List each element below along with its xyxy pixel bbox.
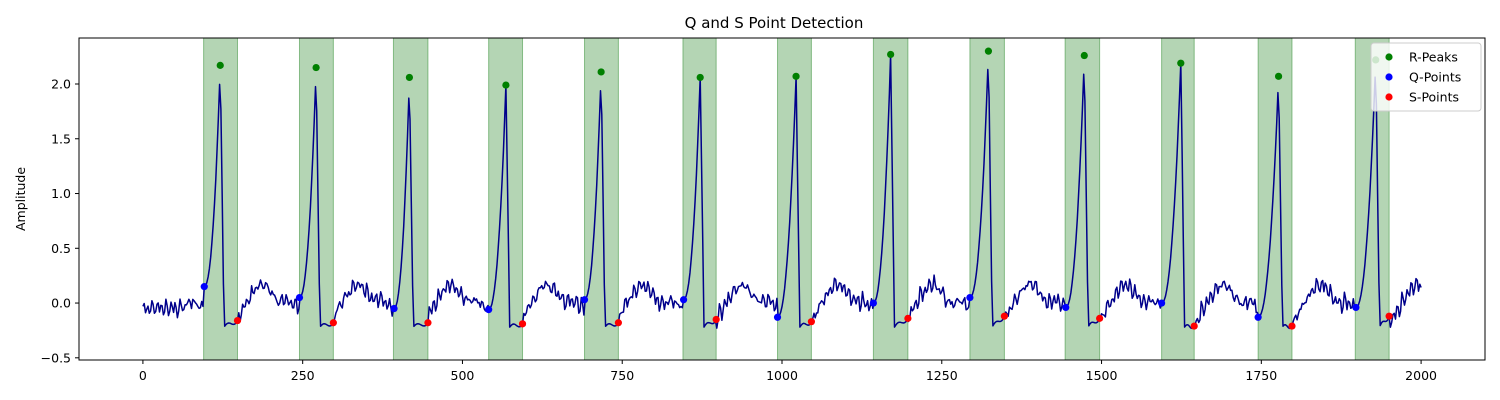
y-tick-label: 2.0	[51, 77, 71, 92]
s-point-6	[712, 315, 720, 324]
y-tick-label: 1.0	[51, 186, 71, 201]
legend-label-q-point: Q-Points	[1409, 70, 1461, 85]
y-axis-ticks: −0.5 0.0 0.5 1.0 1.5 2.0	[41, 77, 79, 365]
r-peak-point-2	[312, 63, 320, 72]
s-point-9	[1000, 312, 1009, 320]
x-tick-label: 1000	[766, 368, 798, 383]
s-point-4	[518, 320, 527, 328]
legend-box	[1370, 42, 1482, 112]
s-point-3	[424, 319, 432, 327]
s-point-13	[1385, 312, 1393, 320]
qrs-region-5	[584, 37, 619, 361]
r-peak-point-11	[1177, 59, 1185, 67]
q-point-11	[1158, 299, 1166, 307]
qrs-region-11	[1161, 37, 1195, 361]
q-point-5	[580, 296, 589, 304]
q-point-9	[966, 293, 974, 302]
s-point-12	[1288, 322, 1296, 330]
s-point-7	[807, 318, 815, 326]
y-tick-label: 0.0	[51, 296, 71, 311]
qrs-region-12	[1257, 37, 1293, 361]
y-axis-label: Amplitude	[13, 167, 28, 231]
ecg-signal-line	[142, 53, 1422, 330]
q-point-10	[1062, 303, 1070, 312]
y-tick-label: −0.5	[41, 350, 71, 365]
q-point-6	[679, 296, 688, 304]
r-peak-point-12	[1274, 72, 1283, 80]
x-tick-label: 1250	[926, 368, 958, 383]
r-peak-point-4	[502, 81, 510, 89]
q-point-4	[485, 306, 493, 314]
legend-marker-r-peak-point	[1385, 53, 1393, 61]
q-point-3	[390, 304, 398, 313]
x-tick-label: 750	[610, 368, 634, 383]
x-tick-label: 500	[451, 368, 475, 383]
r-peak-point-5	[597, 68, 605, 76]
q-point-7	[773, 313, 782, 321]
chart-title: Q and S Point Detection	[685, 14, 864, 32]
r-peak-point-8	[887, 50, 895, 59]
legend-label-s-point: S-Points	[1409, 90, 1459, 105]
s-point-1	[233, 316, 242, 325]
r-peak-point-10	[1080, 51, 1088, 60]
chart-legend: R-Peaks Q-Points S-Points	[1370, 42, 1482, 112]
y-tick-label: 0.5	[51, 241, 71, 256]
x-tick-label: 1750	[1245, 368, 1277, 383]
r-peak-point-7	[792, 72, 800, 80]
x-tick-label: 2000	[1405, 368, 1437, 383]
r-peak-point-3	[405, 73, 414, 82]
legend-label-r-peak-point: R-Peaks	[1409, 50, 1458, 65]
detected-points	[200, 47, 1393, 330]
qrs-region-10	[1064, 37, 1101, 361]
x-axis-ticks: 0 250 500 750 1000 1250 1500 1750 2000	[139, 360, 1437, 383]
s-point-8	[904, 314, 912, 322]
qrs-region-2	[298, 37, 334, 361]
r-peak-point-6	[696, 73, 704, 82]
q-point-12	[1254, 313, 1262, 321]
q-point-8	[869, 299, 877, 307]
qrs-region-4	[488, 37, 524, 361]
y-tick-label: 1.5	[51, 131, 71, 146]
r-peak-point-9	[984, 47, 993, 55]
s-point-5	[614, 319, 622, 327]
s-point-11	[1190, 322, 1198, 330]
x-tick-label: 1500	[1086, 368, 1118, 383]
x-tick-label: 0	[139, 368, 147, 383]
q-point-13	[1352, 303, 1360, 312]
r-peak-point-1	[216, 61, 224, 69]
s-point-10	[1096, 314, 1104, 322]
s-point-2	[329, 319, 337, 327]
q-point-1	[200, 283, 208, 291]
legend-marker-q-point	[1385, 73, 1393, 81]
qrs-region-1	[203, 37, 238, 361]
legend-marker-s-point	[1385, 93, 1393, 101]
ecg-signal-series	[142, 53, 1422, 330]
q-point-2	[295, 293, 304, 302]
x-tick-label: 250	[291, 368, 315, 383]
qrs-region-7	[777, 37, 812, 361]
